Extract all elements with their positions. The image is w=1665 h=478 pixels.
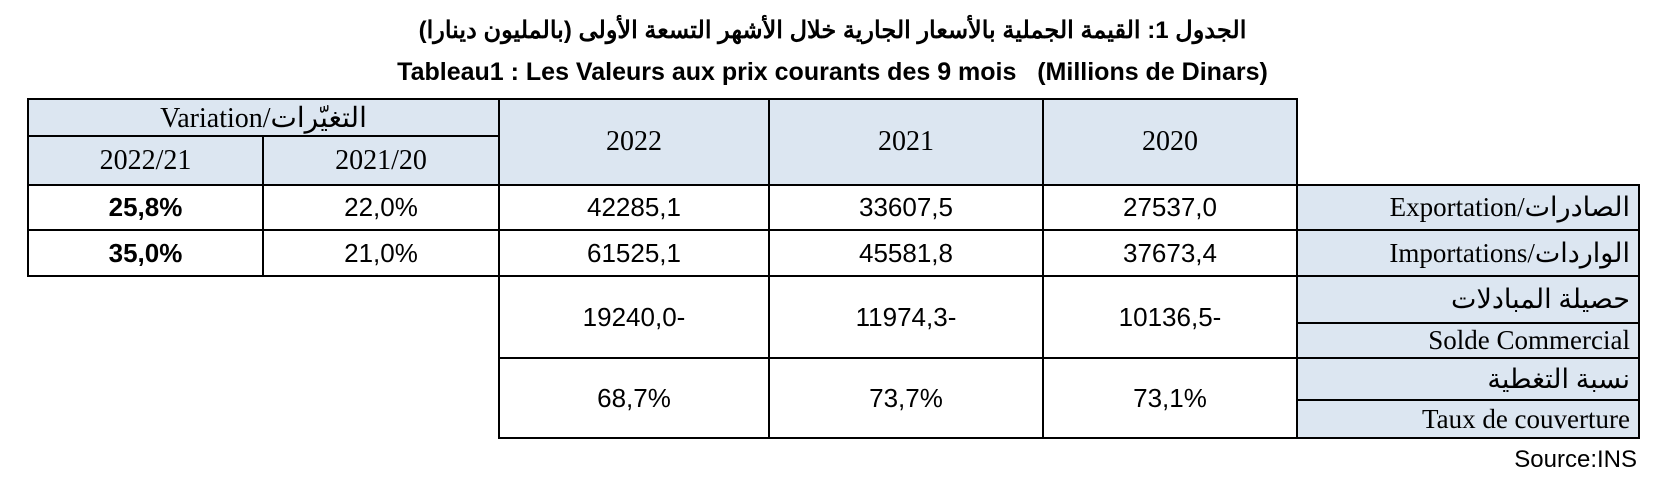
table-cell: 22,0% [262,184,500,231]
column-header: 2020 [1042,98,1298,186]
table-cell: 37673,4 [1042,229,1298,277]
table-cell: 42285,1 [498,184,770,231]
table-cell: 73,7% [768,357,1044,439]
row-label-arabic: حصيلة المبادلات [1296,275,1640,324]
column-header: 2021/20 [262,135,500,186]
title-arabic: الجدول 1: القيمة الجملية بالأسعار الجاري… [418,17,1247,44]
table-cell: 73,1% [1042,357,1298,439]
row-label-french: Taux de couverture [1296,399,1640,439]
column-header: 2022 [498,98,770,186]
table-cell: 35,0% [27,229,264,277]
column-header: 2021 [768,98,1044,186]
source: Source:INS [1514,446,1637,473]
column-header: 2022/21 [27,135,264,186]
table-cell: 45581,8 [768,229,1044,277]
row-label-french: Solde Commercial [1296,322,1640,359]
table-cell: 27537,0 [1042,184,1298,231]
table-cell: 19240,0- [498,275,770,359]
title-french: Tableau1 : Les Valeurs aux prix courants… [397,58,1268,86]
table-cell: 33607,5 [768,184,1044,231]
table-cell: 61525,1 [498,229,770,277]
table-cell: 25,8% [27,184,264,231]
row-label: Exportation/الصادرات [1296,184,1640,231]
table-cell: 10136,5- [1042,275,1298,359]
row-label-arabic: نسبة التغطية [1296,357,1640,401]
table-cell: 68,7% [498,357,770,439]
row-label: Importations/الواردات [1296,229,1640,277]
table-cell: 11974,3- [768,275,1044,359]
variation-header: Variation/التغيّرات [27,98,500,137]
table-cell: 21,0% [262,229,500,277]
